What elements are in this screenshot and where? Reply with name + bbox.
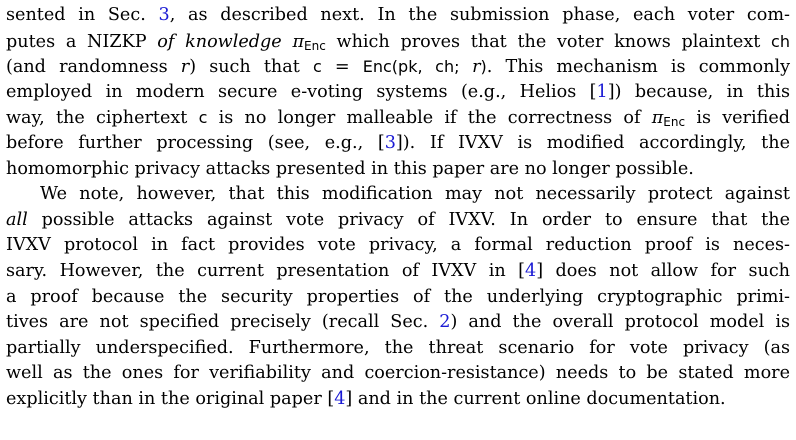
paragraph-submission-phase: sented in Sec. 3, as described next. In … (6, 3, 790, 182)
text-line: (and randomness r) such that c = Enc(pk,… (6, 54, 790, 80)
text-span: sented in Sec. (6, 5, 159, 25)
text-span: sary. However, the current presentation … (6, 260, 525, 281)
text-line: sary. However, the current presentation … (6, 259, 790, 285)
citation-link[interactable]: 1 (596, 81, 608, 102)
text-line: IVXV protocol in fact provides vote priv… (6, 235, 790, 256)
math-subscript: Enc (304, 38, 326, 53)
text-line: employed in modern secure e-voting syste… (6, 80, 790, 106)
text-span: putes a NIZKP (6, 31, 158, 52)
text-line: a proof because the security properties … (6, 286, 790, 307)
section-ref-link[interactable]: 2 (439, 312, 451, 333)
text-line: sented in Sec. 3, as described next. In … (6, 3, 790, 29)
text-line: putes a NIZKP of knowledge πEnc which pr… (6, 29, 790, 55)
text-line: way, the ciphertext c is no longer malle… (6, 105, 790, 131)
text-line: before further processing (see, e.g., [3… (6, 131, 790, 157)
text-span: (and randomness (6, 57, 181, 78)
emphasis-text: of knowledge (157, 31, 282, 52)
text-span: . This mechanism is commonly (486, 57, 791, 78)
citation-link[interactable]: 3 (384, 132, 396, 153)
text-line: well as the ones for verifiability and c… (6, 363, 790, 384)
text-line: explicitly than in the original paper [4… (6, 387, 790, 413)
text-span: is no longer malleable if the correctnes… (207, 108, 652, 129)
text-span: ) such that (189, 57, 313, 78)
text-line: tives are not specified precisely (recal… (6, 310, 790, 336)
math-sans-term: ch (771, 31, 790, 51)
math-sans-term: c (312, 57, 322, 77)
text-span: ) and the overall protocol model is (450, 312, 790, 333)
citation-link[interactable]: 4 (524, 260, 537, 281)
citation-link[interactable]: 4 (334, 388, 346, 409)
math-variable: r (180, 57, 190, 78)
math-operator: = (321, 57, 363, 78)
text-line: partially underspecified. Furthermore, t… (6, 337, 790, 358)
math-sans-term: ) (480, 57, 487, 77)
math-subscript: Enc (663, 115, 686, 130)
text-span: , as described next. In the submission p… (169, 5, 790, 25)
text-span: ] does not allow for such (536, 260, 791, 281)
text-span: which proves that the voter knows plaint… (325, 31, 772, 52)
text-line: homomorphic privacy attacks presented in… (6, 158, 694, 179)
emphasis-text: all (6, 209, 28, 230)
math-pi-symbol: π (651, 108, 664, 129)
text-span: is verified (685, 108, 790, 129)
math-variable: r (472, 57, 481, 78)
math-sans-term: c (198, 108, 208, 128)
paragraph-modification-note: We note, however, that this modification… (6, 182, 790, 412)
text-span: possible attacks against vote privacy of… (27, 209, 790, 230)
text-span: explicitly than in the original paper [ (6, 388, 335, 409)
text-span: tives are not specified precisely (recal… (6, 312, 440, 333)
section-ref-link[interactable]: 3 (158, 5, 170, 25)
text-line: We note, however, that this modification… (40, 184, 790, 205)
text-span: ] and in the current online documentatio… (345, 388, 726, 409)
math-pi-symbol: π (292, 31, 305, 52)
text-line: all possible attacks against vote privac… (6, 208, 790, 234)
text-span: ]). If IVXV is modified accordingly, the (395, 132, 790, 153)
text-span: before further processing (see, e.g., [ (6, 132, 385, 153)
text-span: ]) because, in this (607, 81, 790, 102)
text-span: way, the ciphertext (6, 108, 199, 129)
text-span: employed in modern secure e-voting syste… (6, 81, 597, 102)
math-sans-term: Enc(pk, ch; (362, 57, 473, 77)
